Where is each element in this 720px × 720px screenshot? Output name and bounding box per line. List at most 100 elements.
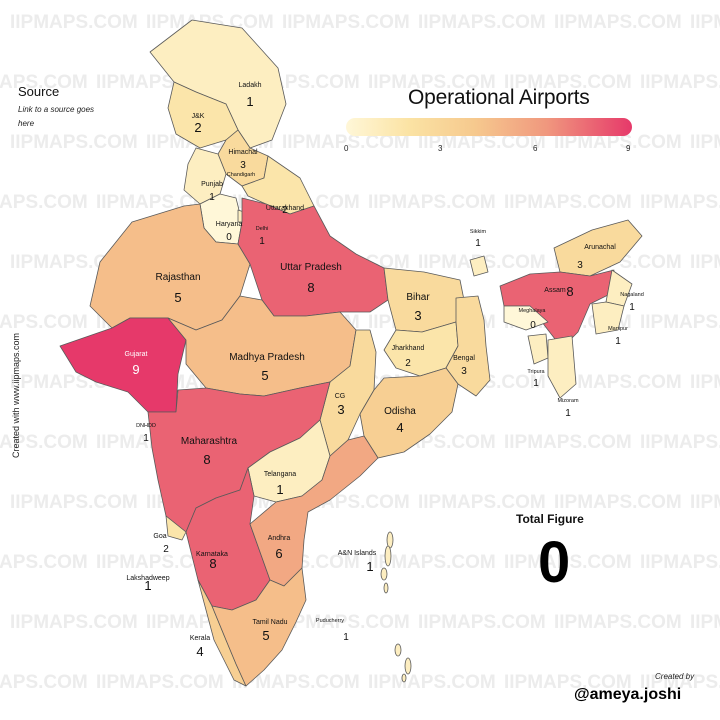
- state-bengal: [445, 295, 491, 397]
- watermark-text: IIPMAPS.COM: [368, 672, 496, 693]
- watermark-text: IIPMAPS.COM: [690, 612, 720, 633]
- watermark-text: IIPMAPS.COM: [96, 672, 224, 693]
- state-odisha: [359, 367, 459, 459]
- state-labels: Ladakh1J&K2Himachal3ChandigarhPunjab1Utt…: [125, 82, 644, 659]
- state-value-bengal: 3: [461, 366, 467, 377]
- state-name-an_islands: A&N Islands: [338, 550, 377, 557]
- state-value-maharashtra: 8: [203, 452, 210, 467]
- watermark-text: IIPMAPS.COM: [418, 492, 546, 513]
- state-value-sikkim: 1: [475, 238, 481, 249]
- state-value-odisha: 4: [396, 420, 403, 435]
- state-value-tripura: 1: [533, 378, 539, 389]
- state-name-puducherry: Puducherry: [316, 618, 344, 624]
- state-sikkim: [469, 255, 489, 277]
- state-value-ladakh: 1: [246, 94, 253, 109]
- state-value-mp: 5: [261, 368, 268, 383]
- state-manipur: [591, 301, 625, 335]
- state-name-manipur: Manipur: [608, 326, 628, 332]
- state-value-haryana: 0: [226, 232, 232, 243]
- state-value-punjab: 1: [209, 192, 215, 203]
- state-name-tripura: Tripura: [527, 369, 545, 375]
- island-shape: [383, 582, 389, 594]
- watermark-text: IIPMAPS.COM: [0, 552, 88, 573]
- state-name-kerala: Kerala: [190, 635, 210, 642]
- state-name-odisha: Odisha: [384, 406, 416, 417]
- state-value-assam: 8: [566, 284, 573, 299]
- watermark-text: IIPMAPS.COM: [418, 132, 546, 153]
- state-value-bihar: 3: [414, 308, 421, 323]
- state-name-jharkhand: Jharkhand: [392, 345, 425, 352]
- state-name-mizoram: Mizoram: [557, 398, 579, 404]
- island-shape: [384, 545, 392, 567]
- state-name-rajasthan: Rajasthan: [155, 272, 200, 283]
- state-name-tamilnadu: Tamil Nadu: [252, 619, 287, 626]
- state-name-gujarat: Gujarat: [125, 351, 148, 358]
- state-name-lakshadweep: Lakshadweep: [126, 575, 169, 582]
- state-value-andhra: 6: [275, 546, 282, 561]
- legend-tick-6: 6: [533, 144, 538, 153]
- credit-label: Created by: [655, 672, 695, 681]
- watermark-text: IIPMAPS.COM: [640, 552, 720, 573]
- state-value-rajasthan: 5: [174, 290, 181, 305]
- watermark-text: IIPMAPS.COM: [368, 192, 496, 213]
- state-name-punjab: Punjab: [201, 181, 223, 188]
- state-name-haryana: Haryana: [216, 221, 243, 228]
- state-value-gujarat: 9: [132, 362, 139, 377]
- watermark-text: IIPMAPS.COM: [418, 612, 546, 633]
- credit-handle: @ameya.joshi: [574, 686, 682, 703]
- state-name-goa: Goa: [153, 533, 166, 540]
- state-name-up: Uttar Pradesh: [280, 262, 342, 273]
- state-goa: [165, 515, 187, 541]
- state-name-nagaland: Nagaland: [620, 292, 644, 298]
- map-title: Operational Airports: [408, 86, 590, 109]
- state-name-telangana: Telangana: [264, 471, 296, 478]
- watermark-text: IIPMAPS.COM: [0, 672, 88, 693]
- watermark-text: IIPMAPS.COM: [554, 12, 682, 33]
- state-value-himachal: 3: [240, 160, 246, 171]
- state-value-lakshadweep: 1: [144, 578, 151, 593]
- state-name-jk: J&K: [192, 113, 205, 120]
- state-value-manipur: 1: [615, 336, 621, 347]
- island-shape: [380, 567, 388, 581]
- legend-tick-3: 3: [438, 144, 443, 153]
- state-value-jharkhand: 2: [405, 358, 411, 369]
- watermark-text: IIPMAPS.COM: [554, 132, 682, 153]
- state-meghalaya: [503, 305, 549, 331]
- state-value-an_islands: 1: [366, 559, 373, 574]
- watermark-text: IIPMAPS.COM: [690, 12, 720, 33]
- watermark-text: IIPMAPS.COM: [282, 12, 410, 33]
- state-name-bengal: Bengal: [453, 355, 475, 362]
- watermark-text: IIPMAPS.COM: [504, 72, 632, 93]
- state-value-arunachal: 3: [577, 260, 583, 271]
- source-heading: Source: [18, 84, 60, 99]
- legend-tick-9: 9: [626, 144, 631, 153]
- watermark-text: IIPMAPS.COM: [554, 612, 682, 633]
- state-value-up: 8: [307, 280, 314, 295]
- watermark-text: IIPMAPS.COM: [10, 492, 138, 513]
- state-name-arunachal: Arunachal: [584, 244, 616, 251]
- watermark-text: IIPMAPS.COM: [10, 132, 138, 153]
- watermark-text: IIPMAPS.COM: [690, 252, 720, 273]
- state-name-cg: CG: [335, 393, 346, 400]
- watermark-text: IIPMAPS.COM: [690, 132, 720, 153]
- state-name-sikkim: Sikkim: [470, 229, 487, 235]
- watermark-text: IIPMAPS.COM: [418, 12, 546, 33]
- total-value: 0: [538, 530, 571, 595]
- watermark-text: IIPMAPS.COM: [0, 432, 88, 453]
- watermark-text: IIPMAPS.COM: [368, 552, 496, 573]
- watermark-text: IIPMAPS.COM: [640, 312, 720, 333]
- state-value-nagaland: 1: [629, 302, 635, 313]
- state-value-jk: 2: [194, 120, 201, 135]
- side-credit: Created with www.iipmaps.com: [11, 332, 21, 458]
- watermark-text: IIPMAPS.COM: [690, 372, 720, 393]
- state-tamilnadu: [211, 567, 307, 687]
- state-value-uttarakhand: 2: [282, 205, 288, 216]
- state-value-cg: 3: [337, 402, 344, 417]
- state-name-dnhdd: DNHDD: [136, 423, 156, 429]
- state-value-puducherry: 1: [343, 632, 349, 643]
- watermark-text: IIPMAPS.COM: [504, 552, 632, 573]
- state-tripura: [527, 333, 549, 365]
- watermark-text: IIPMAPS.COM: [282, 612, 410, 633]
- watermark-text: IIPMAPS.COM: [640, 192, 720, 213]
